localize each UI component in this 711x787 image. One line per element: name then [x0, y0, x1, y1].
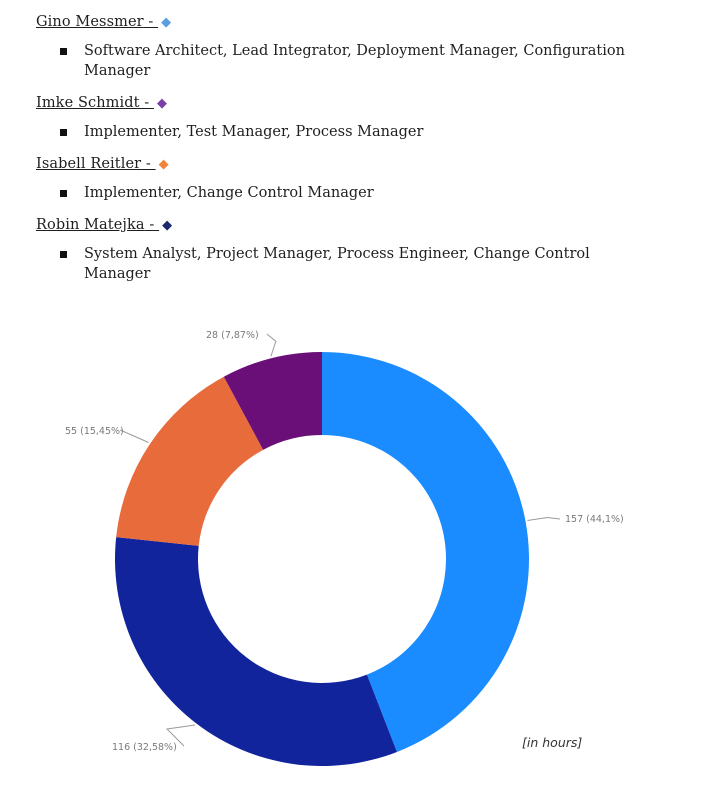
member-0-name[interactable]: Gino Messmer [36, 14, 144, 30]
unit-note: [in hours] [522, 735, 583, 750]
bullet-icon [60, 251, 67, 258]
member-2-roles: Implementer, Change Control Manager [60, 183, 640, 203]
slice-label-0: 157 (44,1%) [565, 514, 624, 525]
slice-label-3: 28 (7,87%) [206, 330, 259, 341]
bullet-icon [60, 129, 67, 136]
member-2-name[interactable]: Isabell Reitler [36, 156, 142, 172]
hours-donut-chart: 157 (44,1%) 116 (32,58%) 55 (15,45%) 28 (7,… [65, 330, 624, 766]
member-1-name[interactable]: Imke Schmidt [36, 95, 140, 111]
member-0-roles: Software Architect, Lead Integrator, Dep… [60, 41, 640, 81]
member-0-heading: Gino Messmer - ◆ [36, 14, 172, 30]
member-3-heading: Robin Matejka - ◆ [36, 217, 173, 233]
member-3-roles: System Analyst, Project Manager, Process… [60, 244, 640, 284]
slice-label-2: 55 (15,45%) [65, 426, 124, 437]
diamond-icon: ◆ [156, 96, 167, 111]
slice-label-1: 116 (32,58%) [112, 742, 177, 753]
member-3-name[interactable]: Robin Matejka [36, 217, 145, 233]
diamond-icon: ◆ [158, 157, 169, 172]
slice-leader-line-3 [266, 333, 277, 357]
donut-slice-3[interactable] [223, 352, 322, 450]
member-1-roles: Implementer, Test Manager, Process Manag… [60, 122, 640, 142]
slice-leader-line-0 [527, 516, 561, 521]
bullet-icon [60, 48, 67, 55]
donut-slice-2[interactable] [116, 376, 264, 546]
diamond-icon: ◆ [161, 15, 172, 30]
bullet-icon [60, 190, 67, 197]
member-1-heading: Imke Schmidt - ◆ [36, 95, 167, 111]
slice-leader-line-2 [119, 429, 149, 443]
slice-leader-line-1 [165, 724, 196, 747]
donut-slice-1[interactable] [115, 537, 397, 766]
donut-slice-0[interactable] [322, 352, 529, 752]
diamond-icon: ◆ [162, 218, 173, 233]
member-2-heading: Isabell Reitler - ◆ [36, 156, 169, 172]
